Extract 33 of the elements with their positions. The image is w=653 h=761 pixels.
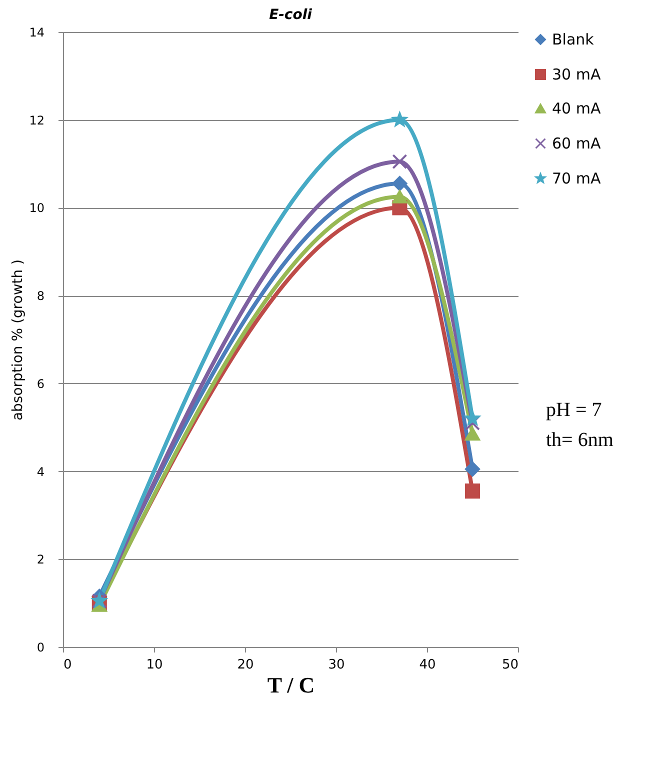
point [392,176,408,192]
point [464,427,480,441]
x-tick-label: 20 [237,658,254,672]
text: pH = 7 [546,399,602,422]
legend-label: 30 mA [552,66,602,84]
x-tick-label: 10 [146,658,163,672]
x-tick-label: 50 [502,658,518,672]
point [392,112,407,126]
legend-label: Blank [552,30,594,48]
x-axis-title: T / C [267,672,315,698]
legend-label: 40 mA [552,100,602,118]
y-tick-label: 14 [29,26,44,40]
x-tick-label: 30 [328,658,345,672]
y-tick-label: 10 [29,201,44,216]
point [392,154,408,170]
y-tick-label: 6 [36,376,44,391]
legend-label: 60 mA [552,134,602,152]
point [464,484,480,499]
point [464,415,480,430]
legend-label: 70 mA [552,170,602,188]
y-tick-label: 2 [36,552,44,567]
point [392,190,408,204]
y-tick-label: 0 [36,640,44,654]
y-tick-label: 12 [29,113,44,128]
y-axis-title: absorption % (growth ) [10,259,26,421]
x-tick-label: 40 [419,658,436,672]
y-tick-label: 4 [36,464,44,479]
chart-title: E-coli [269,7,312,23]
point [464,462,480,477]
x-tick-label: 0 [64,658,72,672]
text: th= 6nm [546,429,614,452]
point [465,411,480,425]
y-tick-label: 8 [36,289,44,304]
